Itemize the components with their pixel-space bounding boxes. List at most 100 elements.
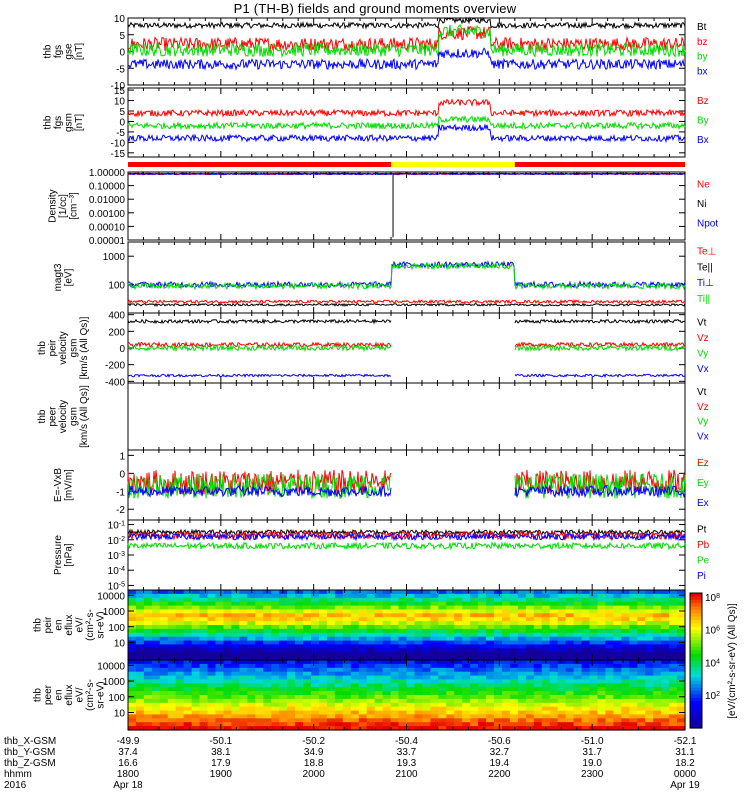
- colorbar-tick-label: 102: [705, 691, 720, 703]
- panel-peir-eflux-cell: [151, 636, 161, 642]
- panel-peer-eflux-cell: [589, 718, 599, 723]
- panel-peir-eflux-cell: [414, 652, 424, 657]
- panel-peer-eflux-cell: [326, 710, 336, 716]
- panel-peir-eflux-cell: [565, 628, 575, 634]
- panel-peer-eflux-cell: [613, 663, 622, 669]
- panel-peer-eflux-cell: [390, 687, 400, 692]
- panel-peir-eflux-cell: [597, 617, 607, 622]
- panel-peir-eflux-cell: [342, 644, 352, 649]
- panel-peir-eflux-cell: [128, 621, 137, 626]
- panel-peir-eflux-cell: [334, 648, 344, 653]
- panel-peer-eflux-cell: [295, 706, 304, 712]
- panel-peer-eflux-cell: [573, 660, 583, 665]
- panel-peir-eflux-cell: [637, 636, 646, 642]
- panel-peer-eflux-cell: [167, 706, 177, 712]
- panel-peer-eflux-cell: [613, 660, 622, 665]
- panel-peir-eflux-cell: [151, 625, 161, 630]
- panel-peir-eflux-cell: [494, 590, 503, 595]
- panel-peer-eflux-cell: [677, 698, 686, 704]
- panel-peer-eflux-cell: [191, 691, 201, 696]
- panel-peir-eflux-cell: [462, 605, 471, 611]
- panel-peer-eflux-cell: [303, 714, 312, 719]
- panel-peer-eflux-cell: [581, 698, 591, 704]
- panel-peer-eflux-cell: [207, 687, 217, 692]
- panel-peir-eflux-cell: [653, 656, 662, 661]
- panel-peir-eflux-cell: [143, 640, 153, 646]
- panel-peer-eflux-cell: [239, 667, 248, 673]
- panel-peir-eflux-cell: [326, 621, 336, 626]
- panel-peir-eflux-cell: [541, 648, 551, 653]
- panel-peer-eflux-cell: [358, 718, 368, 723]
- panel-peer-eflux-cell: [422, 714, 431, 719]
- panel-peer-eflux-cell: [653, 698, 662, 704]
- panel-peer-eflux-cell: [470, 683, 479, 688]
- panel-peir-eflux-cell: [541, 652, 551, 657]
- panel-peer-eflux-cell: [319, 667, 328, 673]
- panel-peir-eflux-cell: [573, 609, 583, 614]
- panel-peer-eflux-cell: [326, 671, 336, 677]
- panel-peer-eflux-cell: [366, 710, 376, 716]
- panel-peer-eflux-cell: [136, 702, 145, 708]
- panel-peir-eflux-cell: [454, 652, 463, 657]
- panel-peer-eflux-cell: [191, 710, 201, 716]
- panel-peir-eflux-cell: [597, 640, 607, 646]
- panel-peer-eflux-cell: [358, 667, 368, 673]
- panel-peer-eflux-cell: [517, 710, 527, 716]
- panel-peir-eflux-cell: [613, 590, 622, 595]
- panel-peir-eflux-cell: [525, 648, 535, 653]
- panel-peer-eflux-cell: [128, 671, 137, 677]
- panel-peir-eflux-cell: [669, 593, 678, 599]
- panel-peer-eflux-cell: [454, 683, 463, 688]
- panel-temperature-legend-3: Ti||: [697, 294, 710, 305]
- panel-peir-eflux-cell: [159, 605, 169, 611]
- panel-peer-eflux-cell: [215, 698, 225, 704]
- panel-peer-eflux-cell: [183, 679, 193, 684]
- colorbar-cell: [690, 711, 702, 716]
- panel-peer-eflux-cell: [430, 675, 439, 681]
- panel-peir-eflux-cell: [390, 605, 400, 611]
- panel-peer-eflux-cell: [136, 683, 145, 688]
- panel-peir-eflux-cell: [422, 593, 431, 599]
- panel-peir-eflux-cell: [669, 597, 678, 603]
- panel-peer-eflux-cell: [215, 706, 225, 712]
- panel-peer-eflux-cell: [295, 698, 304, 704]
- panel-peer-eflux-cell: [677, 683, 686, 688]
- colorbar-cell: [690, 684, 702, 689]
- panel-peir-eflux-cell: [295, 617, 304, 622]
- panel-peir-eflux-cell: [350, 609, 360, 614]
- panel-peer-eflux-cell: [342, 706, 352, 712]
- panel-peir-eflux-cell: [486, 617, 495, 622]
- panel-peer-eflux-cell: [494, 722, 503, 727]
- panel-peer-eflux-cell: [319, 710, 328, 716]
- panel-peir-eflux-cell: [502, 636, 511, 642]
- panel-peir-eflux-cell: [319, 597, 328, 603]
- panel-peir-eflux-cell: [597, 652, 607, 657]
- panel-peir-eflux-cell: [199, 601, 209, 607]
- panel-peir-eflux-cell: [271, 605, 280, 611]
- panel-peer-eflux-cell: [167, 687, 177, 692]
- panel-peer-eflux-cell: [549, 687, 559, 692]
- panel-peir-eflux-cell: [661, 632, 670, 638]
- panel-peer-eflux-cell: [231, 687, 240, 692]
- panel-peer-eflux-cell: [486, 722, 495, 727]
- panel-peir-eflux-cell: [517, 625, 527, 630]
- panel-peir-eflux-cell: [175, 609, 185, 614]
- panel-peir-eflux-cell: [287, 613, 296, 618]
- panel-peir-eflux-cell: [183, 652, 193, 657]
- panel-peer-eflux-cell: [374, 671, 384, 677]
- panel-peir-eflux-cell: [677, 601, 686, 607]
- panel-peir-eflux-cell: [661, 625, 670, 630]
- panel-peir-eflux-cell: [557, 656, 567, 661]
- panel-peir-eflux-cell: [438, 601, 447, 607]
- panel-peir-eflux-cell: [374, 613, 384, 618]
- panel-peer-eflux-cell: [653, 683, 662, 688]
- panel-peir-eflux-cell: [653, 605, 662, 611]
- panel-peer-eflux-cell: [661, 683, 670, 688]
- panel-peir-eflux-cell: [589, 625, 599, 630]
- panel-peir-eflux-cell: [398, 593, 408, 599]
- panel-peir-eflux-cell: [374, 625, 384, 630]
- panel-peir-eflux-cell: [509, 656, 519, 661]
- panel-peer-eflux-cell: [637, 675, 646, 681]
- panel-peer-eflux-cell: [366, 702, 376, 708]
- panel-peer-eflux-cell: [279, 667, 288, 673]
